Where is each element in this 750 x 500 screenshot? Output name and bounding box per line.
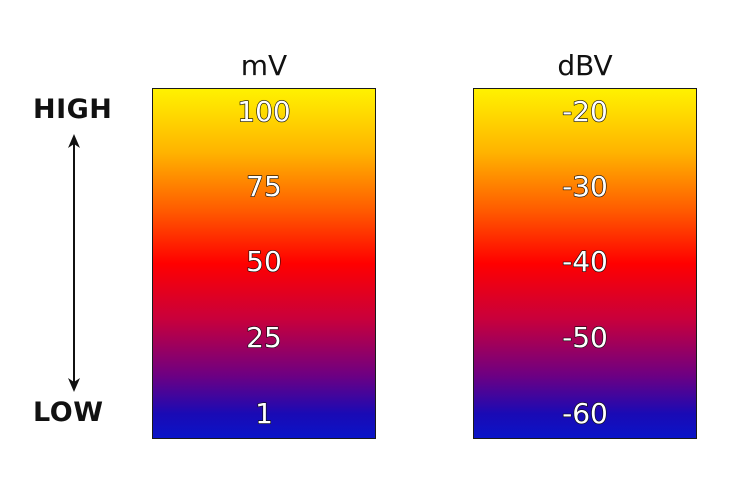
- double-arrow-icon: [68, 134, 80, 392]
- dbv-scale-bar: -20 -30 -40 -50 -60: [473, 88, 697, 439]
- dbv-tick-label: -30: [562, 170, 609, 203]
- low-label: LOW: [33, 397, 104, 428]
- mv-tick-label: 50: [246, 245, 283, 278]
- mv-tick-label: 100: [237, 95, 292, 128]
- dbv-tick-label: -50: [562, 321, 609, 354]
- dbv-tick-label: -40: [562, 245, 609, 278]
- dbv-column-header: dBV: [557, 49, 613, 82]
- mv-tick-label: 25: [246, 321, 283, 354]
- high-label: HIGH: [33, 94, 113, 125]
- mv-tick-label: 75: [246, 170, 283, 203]
- mv-column-header: mV: [240, 49, 288, 82]
- dbv-tick-label: -20: [562, 95, 609, 128]
- dbv-tick-label: -60: [562, 397, 609, 430]
- mv-tick-label: 1: [254, 397, 273, 430]
- mv-scale-bar: 100 75 50 25 1: [152, 88, 376, 439]
